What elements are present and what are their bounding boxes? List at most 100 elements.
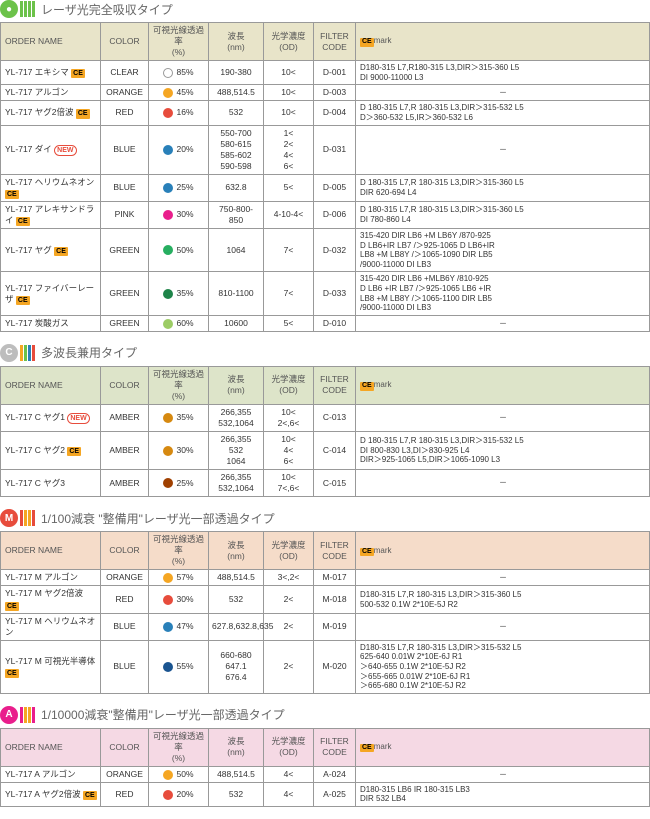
wavelength-cell: 266,355532,1064 [209, 404, 264, 431]
od-cell: 4< [264, 782, 314, 806]
table-header-cell: COLOR [101, 728, 149, 766]
table-row: YL-717 M ヤグ2倍波 CERED30%5322<M-018D180-31… [1, 586, 650, 613]
ce-mark-icon: CE [5, 669, 19, 678]
ce-mark-cell: － [356, 766, 650, 782]
order-name-cell: YL-717 M ヤグ2倍波 CE [1, 586, 101, 613]
filter-code-cell: D-031 [314, 125, 356, 174]
table-row: YL-717 A ヤグ2倍波 CERED20%5324<A-025D180-31… [1, 782, 650, 806]
transmittance-cell: 30% [149, 201, 209, 228]
ce-mark-icon: CE [5, 602, 19, 611]
order-name-cell: YL-717 M ヘリウムネオン [1, 613, 101, 640]
transmittance-cell: 47% [149, 613, 209, 640]
new-badge-icon: NEW [67, 413, 89, 424]
order-name-cell: YL-717 ヘリウムネオン CE [1, 174, 101, 201]
table-header-cell: 光学濃度(OD) [264, 366, 314, 404]
od-cell: 2< [264, 586, 314, 613]
table-header-cell: COLOR [101, 532, 149, 570]
table-header-cell: ORDER NAME [1, 532, 101, 570]
transmittance-cell: 16% [149, 101, 209, 125]
transmittance-cell: 20% [149, 125, 209, 174]
filter-code-cell: M-019 [314, 613, 356, 640]
ce-mark-icon: CE [360, 38, 374, 46]
color-dot-icon [163, 245, 173, 255]
section-title: レーザ光完全吸収タイプ [41, 1, 173, 18]
transmittance-cell: 35% [149, 272, 209, 315]
filter-code-cell: M-017 [314, 570, 356, 586]
table-header-cell: 可視光線透過率(%) [149, 532, 209, 570]
wavelength-cell: 550-700580-615585-602590-598 [209, 125, 264, 174]
table-header-cell: FILTERCODE [314, 366, 356, 404]
wavelength-cell: 488,514.5 [209, 570, 264, 586]
ce-mark-cell: D 180-315 L7,R 180-315 L3,DIR＞315-360 L5… [356, 174, 650, 201]
filter-code-cell: D-006 [314, 201, 356, 228]
table-header-cell: 可視光線透過率(%) [149, 23, 209, 61]
color-cell: BLUE [101, 125, 149, 174]
table-row: YL-717 A アルゴンORANGE50%488,514.54<A-024－ [1, 766, 650, 782]
wavelength-cell: 1064 [209, 229, 264, 272]
filter-code-cell: D-010 [314, 315, 356, 331]
ce-mark-cell: D180-315 LB6 IR 180-315 LB3DIR 532 LB4 [356, 782, 650, 806]
color-cell: BLUE [101, 613, 149, 640]
ce-mark-icon: CE [76, 109, 90, 118]
section: A1/10000減衰"整備用"レーザ光一部透過タイプORDER NAMECOLO… [0, 706, 650, 807]
transmittance-cell: 30% [149, 586, 209, 613]
ce-mark-cell: D 180-315 L7,R 180-315 L3,DIR＞315-532 L5… [356, 432, 650, 470]
section-bars-icon [20, 345, 35, 361]
table-header-cell: 可視光線透過率(%) [149, 366, 209, 404]
table-row: YL-717 アルゴンORANGE45%488,514.510<D-003－ [1, 85, 650, 101]
section-badge-icon: A [0, 706, 18, 724]
ce-mark-cell: 315-420 DIR LB6 +MLB6Y /810-925D LB6 +IR… [356, 272, 650, 315]
filter-code-cell: M-020 [314, 640, 356, 693]
table-row: YL-717 ファイバーレーザ CEGREEN35%810-11007<D-03… [1, 272, 650, 315]
filter-code-cell: D-032 [314, 229, 356, 272]
table-header-cell: COLOR [101, 366, 149, 404]
transmittance-cell: 30% [149, 432, 209, 470]
wavelength-cell: 10600 [209, 315, 264, 331]
order-name-cell: YL-717 アレキサンドライ CE [1, 201, 101, 228]
color-dot-icon [163, 319, 173, 329]
order-name-cell: YL-717 炭酸ガス [1, 315, 101, 331]
color-dot-icon [163, 108, 173, 118]
ce-mark-icon: CE [71, 69, 85, 78]
od-cell: 7< [264, 272, 314, 315]
od-cell: 5< [264, 315, 314, 331]
color-cell: ORANGE [101, 766, 149, 782]
color-cell: ORANGE [101, 570, 149, 586]
section-badge-icon: ● [0, 0, 18, 18]
wavelength-cell: 488,514.5 [209, 766, 264, 782]
filter-code-cell: A-024 [314, 766, 356, 782]
ce-mark-icon: CE [67, 447, 81, 456]
table-row: YL-717 M ヘリウムネオンBLUE47%627.8,632.8,6352<… [1, 613, 650, 640]
order-name-cell: YL-717 ファイバーレーザ CE [1, 272, 101, 315]
color-dot-icon [163, 622, 173, 632]
wavelength-cell: 660-680647.1676.4 [209, 640, 264, 693]
ce-mark-cell: D 180-315 L7,R 180-315 L3,DIR＞315-360 L5… [356, 201, 650, 228]
table-row: YL-717 ヘリウムネオン CEBLUE25%632.85<D-005D 18… [1, 174, 650, 201]
color-cell: GREEN [101, 229, 149, 272]
table-header-cell: FILTERCODE [314, 532, 356, 570]
ce-mark-cell: D180-315 L7,R 180-315 L3,DIR＞315-360 L55… [356, 586, 650, 613]
ce-mark-icon: CE [360, 744, 374, 752]
ce-mark-cell: － [356, 125, 650, 174]
order-name-cell: YL-717 アルゴン [1, 85, 101, 101]
filter-code-cell: C-014 [314, 432, 356, 470]
transmittance-cell: 45% [149, 85, 209, 101]
filter-code-cell: D-003 [314, 85, 356, 101]
transmittance-cell: 25% [149, 174, 209, 201]
section-badge-icon: M [0, 509, 18, 527]
section-title: 1/10000減衰"整備用"レーザ光一部透過タイプ [41, 706, 285, 723]
color-dot-icon [163, 770, 173, 780]
table-row: YL-717 炭酸ガスGREEN60%106005<D-010－ [1, 315, 650, 331]
table-header-row: ORDER NAMECOLOR可視光線透過率(%)波長(nm)光学濃度(OD)F… [1, 366, 650, 404]
table-header-cell: FILTERCODE [314, 23, 356, 61]
ce-mark-icon: CE [83, 791, 97, 800]
ce-mark-icon: CE [16, 296, 30, 305]
wavelength-cell: 532 [209, 586, 264, 613]
transmittance-cell: 50% [149, 766, 209, 782]
color-cell: RED [101, 101, 149, 125]
filter-code-cell: C-013 [314, 404, 356, 431]
table-row: YL-717 C ヤグ2 CEAMBER30%266,355532106410<… [1, 432, 650, 470]
wavelength-cell: 632.8 [209, 174, 264, 201]
color-cell: PINK [101, 201, 149, 228]
ce-mark-cell: D180-315 L7,R180-315 L3,DIR＞315-360 L5DI… [356, 61, 650, 85]
